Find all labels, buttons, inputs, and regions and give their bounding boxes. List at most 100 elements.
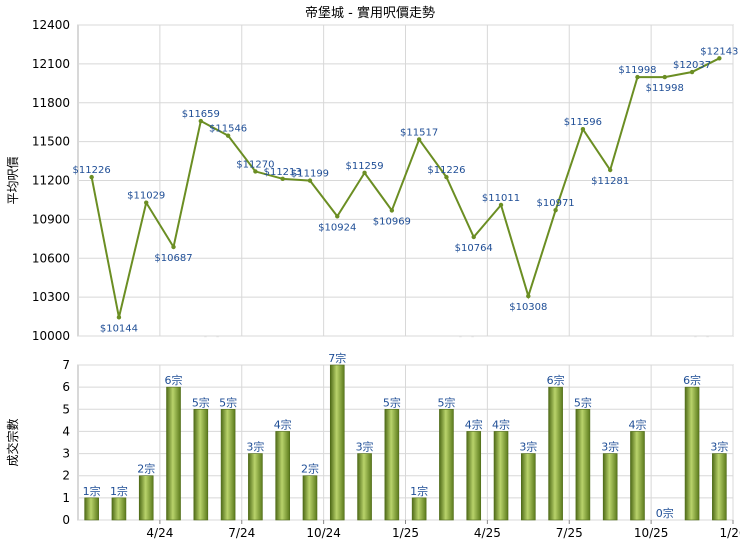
- price-point: [553, 207, 558, 213]
- price-data-label: $11213: [264, 167, 302, 178]
- price-data-label: $11998: [646, 83, 684, 94]
- x-tick-label: 10/25: [634, 526, 669, 540]
- price-point: [362, 170, 367, 176]
- volume-data-label: 4宗: [628, 417, 646, 431]
- price-point: [171, 244, 176, 250]
- price-data-label: $10144: [100, 323, 138, 334]
- volume-data-label: 5宗: [192, 395, 210, 409]
- volume-data-label: 1宗: [83, 484, 101, 498]
- volume-bar: [302, 475, 318, 521]
- volume-y-tick-label: 2: [62, 469, 70, 483]
- price-data-label: $11596: [564, 117, 602, 128]
- price-data-label: $11259: [345, 161, 383, 172]
- price-point: [225, 133, 231, 138]
- price-point: [471, 234, 476, 240]
- volume-bar: [493, 431, 509, 521]
- volume-y-tick-label: 6: [62, 380, 70, 394]
- volume-bar: [521, 453, 536, 521]
- volume-chart: 0 1 2 3 4 5 6 7 成交宗數 1宗 1宗 2宗 6宗 5宗 5宗 3宗 4宗 2宗 7宗 3宗 5宗 1宗 5宗…: [5, 351, 740, 540]
- price-point: [662, 74, 667, 80]
- price-data-label: $11199: [291, 169, 329, 180]
- volume-bar: [357, 453, 372, 521]
- volume-y-tick-label: 4: [62, 424, 70, 438]
- price-point: [144, 200, 149, 205]
- price-point: [116, 315, 122, 320]
- price-data-label: $11270: [236, 159, 274, 170]
- price-y-tick-label: 12100: [32, 57, 70, 71]
- x-tick-label: 7/24: [228, 526, 255, 540]
- volume-data-label: 4宗: [274, 417, 292, 431]
- volume-y-tick-label: 7: [62, 358, 70, 372]
- volume-data-label: 3宗: [519, 440, 537, 454]
- price-y-tick-label: 10600: [32, 251, 70, 265]
- price-data-label: $10924: [318, 222, 356, 233]
- volume-bar: [602, 453, 618, 521]
- volume-data-label: 3宗: [710, 440, 728, 454]
- volume-bar: [439, 408, 454, 521]
- price-y-axis-label: 平均呎價: [6, 156, 20, 204]
- price-data-label: $12037: [673, 60, 711, 71]
- volume-bar: [712, 453, 727, 521]
- price-y-tick-label: 11500: [32, 135, 70, 149]
- price-data-label: $10764: [455, 243, 493, 254]
- price-point: [307, 178, 313, 183]
- volume-bar: [193, 408, 209, 521]
- price-chart: 10000 10300 10600 10900 11200 11500 11800 12100…: [6, 18, 738, 343]
- price-data-label: $11998: [618, 65, 656, 76]
- volume-bar: [548, 386, 563, 521]
- volume-data-label: 0宗: [656, 506, 674, 520]
- volume-y-tick-label: 5: [62, 402, 70, 416]
- volume-bar: [630, 431, 645, 521]
- volume-bar: [329, 364, 345, 521]
- price-point: [526, 293, 531, 299]
- price-data-label: $11546: [209, 124, 247, 135]
- volume-bar: [384, 408, 400, 521]
- price-point: [198, 118, 204, 124]
- volume-bar: [248, 453, 263, 521]
- price-point: [689, 69, 695, 75]
- price-data-label: $10308: [509, 302, 547, 313]
- volume-data-label: 5宗: [437, 395, 455, 409]
- price-data-label: $11281: [591, 176, 629, 187]
- volume-bar: [411, 497, 427, 521]
- x-tick-label: 4/24: [146, 526, 173, 540]
- volume-data-label: 4宗: [492, 417, 510, 431]
- price-y-tick-label: 11200: [32, 174, 70, 188]
- x-tick-label: 1/26: [720, 526, 740, 540]
- price-y-tick-label: 10300: [32, 290, 70, 304]
- price-point: [498, 202, 504, 208]
- price-y-tick-label: 10900: [32, 212, 70, 226]
- price-data-label: $10971: [537, 198, 575, 209]
- price-y-tick-label: 10000: [32, 329, 70, 343]
- volume-bar: [84, 497, 99, 521]
- price-point: [89, 174, 94, 180]
- volume-data-label: 3宗: [356, 440, 374, 454]
- volume-bar: [220, 408, 236, 521]
- volume-bar: [684, 386, 700, 521]
- x-tick-label: 1/25: [392, 526, 419, 540]
- price-y-tick-label: 11800: [32, 96, 70, 110]
- volume-data-label: 6宗: [683, 373, 701, 387]
- volume-y-tick-label: 1: [62, 491, 70, 505]
- volume-bar: [138, 475, 154, 521]
- volume-bar: [466, 431, 482, 521]
- price-data-label: $11226: [427, 165, 465, 176]
- price-data-label: $11517: [400, 127, 438, 138]
- volume-bar: [111, 497, 127, 521]
- volume-bar: [275, 431, 290, 521]
- price-y-tick-label: 12400: [32, 18, 70, 32]
- volume-data-label: 6宗: [547, 373, 565, 387]
- volume-data-label: 7宗: [328, 351, 346, 365]
- price-data-label: $11226: [73, 165, 111, 176]
- volume-data-label: 3宗: [601, 440, 619, 454]
- price-data-label: $11029: [127, 191, 165, 202]
- volume-data-label: 5宗: [574, 395, 592, 409]
- price-series-line: [90, 57, 720, 318]
- price-point: [444, 174, 449, 180]
- volume-y-axis-label: 成交宗數: [5, 418, 20, 466]
- volume-data-label: 4宗: [465, 417, 483, 431]
- price-data-label: $11659: [182, 109, 220, 120]
- price-point: [335, 214, 340, 219]
